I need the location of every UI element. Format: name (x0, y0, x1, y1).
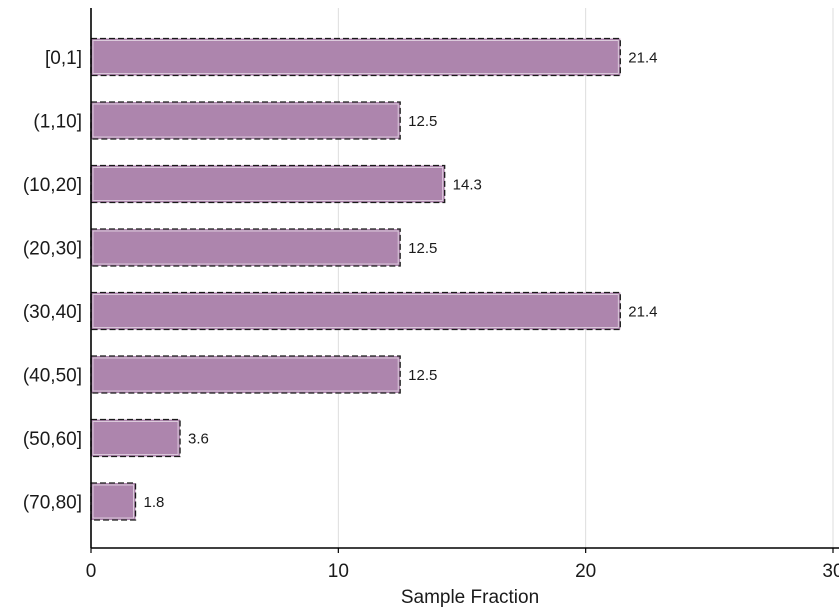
bar-1 (90, 101, 401, 140)
x-tick-label-3: 30 (822, 561, 839, 582)
bar-4 (90, 291, 621, 331)
bar-highlight-6 (92, 421, 179, 455)
value-label-2: 14.3 (453, 177, 482, 194)
value-label-0: 21.4 (628, 50, 657, 67)
value-label-4: 21.4 (628, 304, 657, 321)
value-label-3: 12.5 (408, 240, 437, 257)
category-label-1: (1,10] (33, 112, 82, 133)
bar-highlight-7 (92, 484, 134, 519)
labels: [0,1] 21.4 (1,10] 12.5 (10,20] 14.3 (20,30] 12.… (23, 48, 839, 582)
x-tick-label-1: 10 (328, 561, 349, 582)
bars (90, 37, 621, 521)
bar-0 (90, 37, 621, 77)
bar-7 (90, 482, 137, 521)
bar-5 (90, 355, 401, 394)
category-label-0: [0,1] (45, 48, 82, 69)
bar-2 (90, 164, 446, 204)
value-label-7: 1.8 (144, 494, 165, 511)
bar-highlight-3 (92, 230, 399, 265)
x-tick-label-0: 0 (86, 561, 97, 582)
category-label-5: (40,50] (23, 366, 82, 387)
bar-highlight-0 (92, 40, 619, 74)
value-label-5: 12.5 (408, 367, 437, 384)
bar-highlight-1 (92, 103, 399, 138)
value-label-1: 12.5 (408, 113, 437, 130)
value-label-6: 3.6 (188, 431, 209, 448)
bar-highlight-4 (92, 294, 619, 328)
bar-highlight-5 (92, 357, 399, 392)
category-label-6: (50,60] (23, 429, 82, 450)
bar-6 (90, 418, 181, 458)
bar-3 (90, 228, 401, 267)
axes (90, 8, 839, 549)
category-label-4: (30,40] (23, 302, 82, 323)
bar-highlight-2 (92, 167, 444, 201)
x-axis-label: Sample Fraction (401, 587, 539, 608)
category-label-2: (10,20] (23, 175, 82, 196)
x-tick-label-2: 20 (575, 561, 596, 582)
category-label-3: (20,30] (23, 239, 82, 260)
grid-lines (337, 8, 834, 548)
category-label-7: (70,80] (23, 493, 82, 514)
